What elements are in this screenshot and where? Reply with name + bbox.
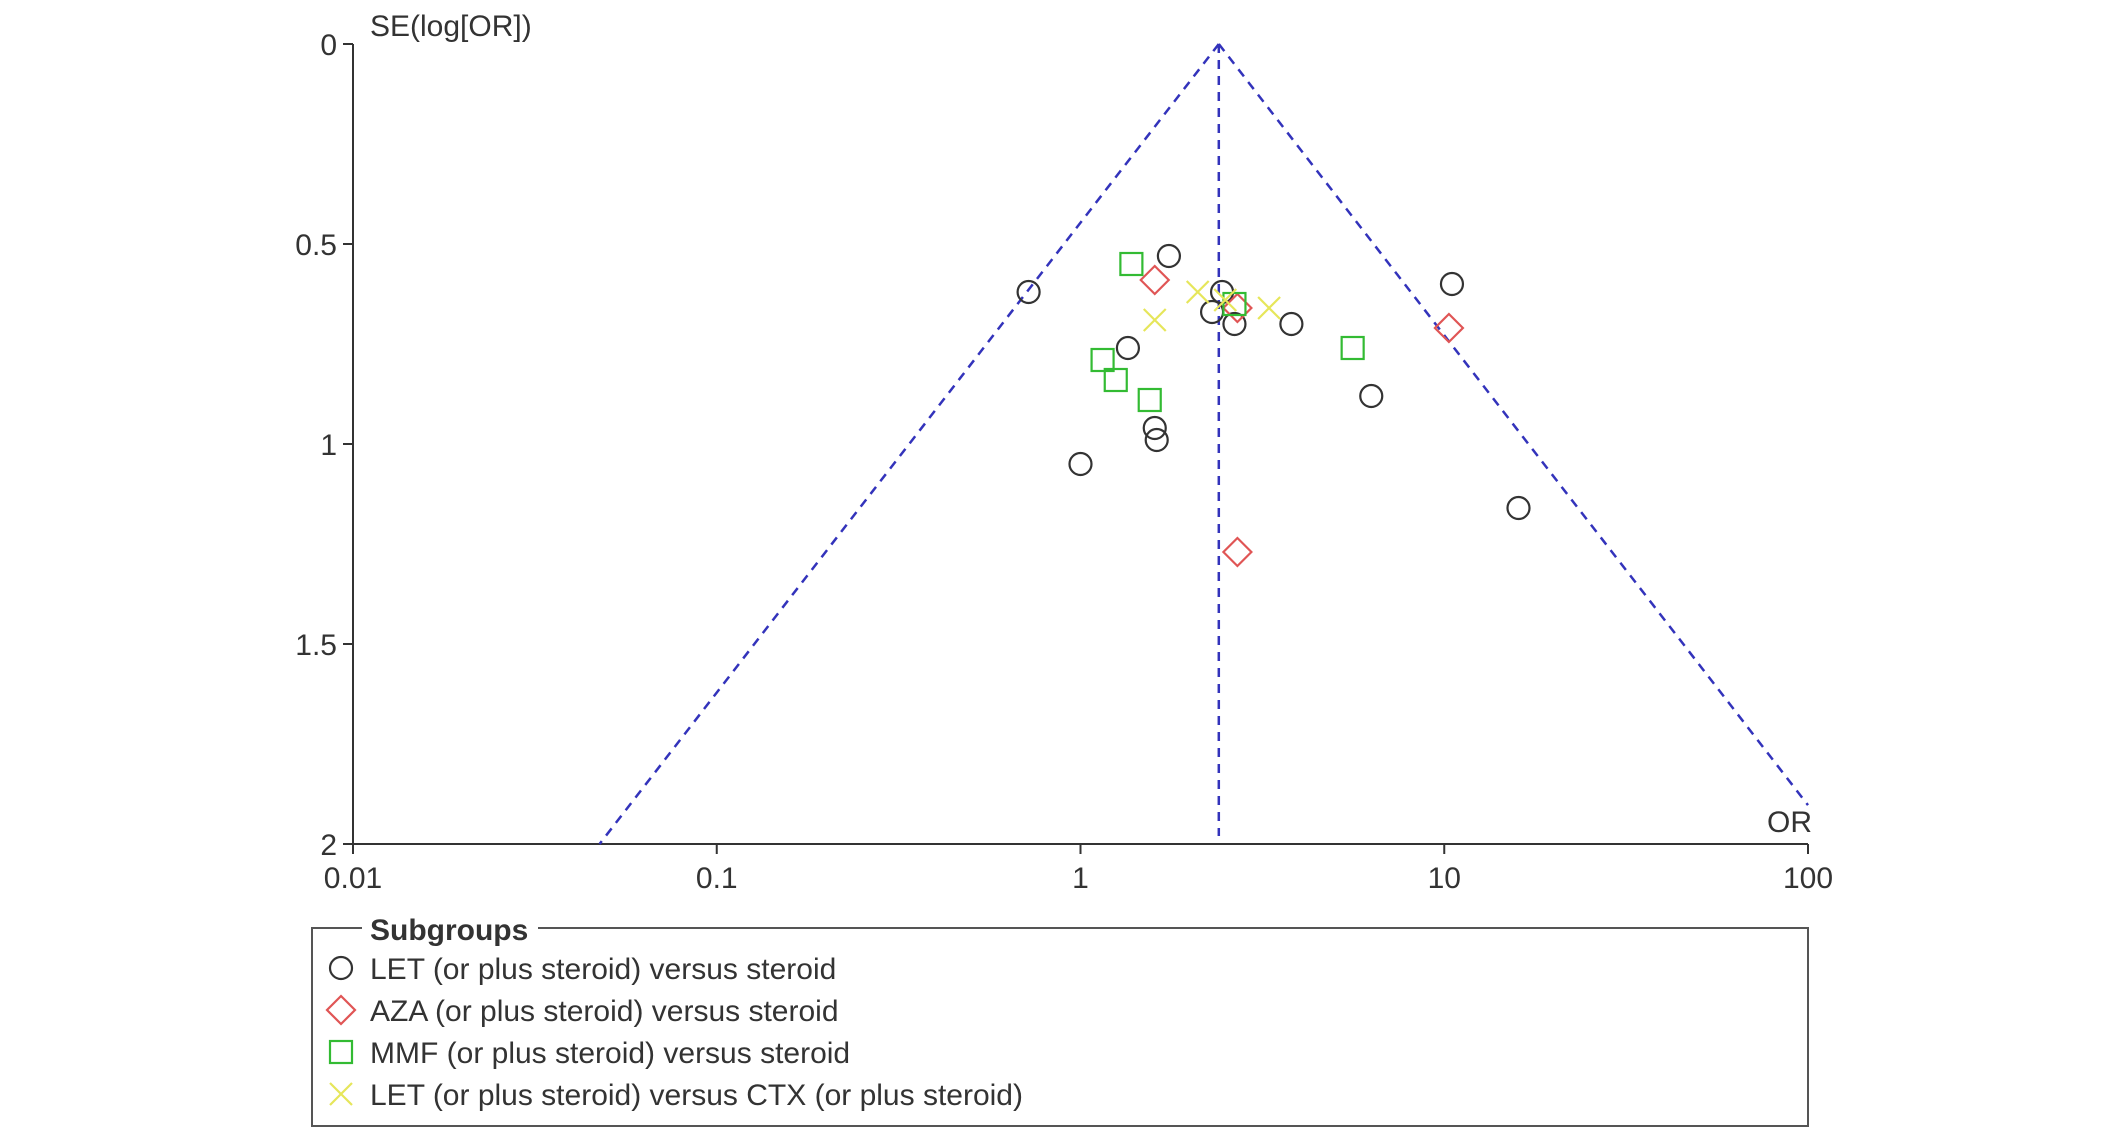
x-tick-label: 0.01 — [324, 862, 382, 895]
circle-point — [1279, 311, 1304, 337]
y-tick-label: 2 — [320, 829, 337, 862]
diamond-point — [1433, 312, 1465, 344]
circle-point — [1016, 279, 1041, 305]
circle-point — [1359, 383, 1384, 409]
x-tick-label: 10 — [1428, 862, 1461, 895]
legend: Subgroups LET (or plus steroid) versus s… — [311, 912, 1809, 1127]
legend-cross-icon — [329, 1082, 353, 1106]
legend-label: LET (or plus steroid) versus CTX (or plu… — [370, 1079, 1023, 1112]
cross-point — [1257, 296, 1281, 320]
square-point — [1137, 387, 1162, 413]
x-tick-label: 1 — [1072, 862, 1089, 895]
legend-title: Subgroups — [370, 914, 528, 947]
x-ticks: 0.01 0.1 1 10 100 — [324, 844, 1833, 895]
funnel-right-line — [1217, 43, 1809, 806]
y-axis-title: SE(log[OR]) — [370, 10, 532, 43]
cross-point — [1142, 308, 1167, 332]
x-axis-title: OR — [1767, 806, 1812, 839]
cross-point — [1185, 280, 1210, 304]
y-tick-label: 0 — [320, 29, 337, 62]
circle-point — [1142, 415, 1167, 441]
square-point — [1222, 291, 1247, 317]
square-point — [1119, 251, 1144, 277]
legend-items: LET (or plus steroid) versus steroid AZA … — [325, 953, 1023, 1112]
square-point — [1090, 347, 1115, 373]
diamond-point — [1221, 536, 1253, 568]
y-tick-label: 0.5 — [295, 229, 337, 262]
circle-point — [1156, 243, 1182, 269]
legend-label: LET (or plus steroid) versus steroid — [370, 953, 836, 986]
data-points — [1016, 243, 1531, 568]
circle-point — [1506, 495, 1531, 521]
circle-point — [1144, 427, 1169, 453]
legend-box — [311, 927, 1809, 1127]
x-tick-label: 0.1 — [696, 862, 738, 895]
axes: SE(log[OR]) OR — [352, 10, 1812, 845]
circle-point — [1439, 271, 1465, 297]
funnel-lines — [598, 43, 1809, 845]
diamond-point — [1139, 264, 1171, 296]
legend-label: AZA (or plus steroid) versus steroid — [370, 995, 839, 1028]
legend-square-icon — [328, 1039, 354, 1065]
circle-point — [1068, 451, 1093, 477]
legend-diamond-icon — [325, 994, 357, 1026]
square-point — [1103, 367, 1128, 393]
cross-point — [1213, 288, 1238, 312]
y-tick-label: 1.5 — [295, 629, 337, 662]
circle-point — [1115, 335, 1141, 361]
legend-label: MMF (or plus steroid) versus steroid — [370, 1037, 850, 1070]
circle-point — [1222, 311, 1247, 337]
legend-circle-icon — [328, 955, 354, 981]
legend-title-background — [362, 912, 538, 944]
y-ticks: 0 0.5 1 1.5 2 — [295, 29, 353, 862]
funnel-left-line — [598, 43, 1220, 845]
square-point — [1340, 335, 1365, 361]
x-tick-label: 100 — [1783, 862, 1833, 895]
y-tick-label: 1 — [320, 429, 337, 462]
